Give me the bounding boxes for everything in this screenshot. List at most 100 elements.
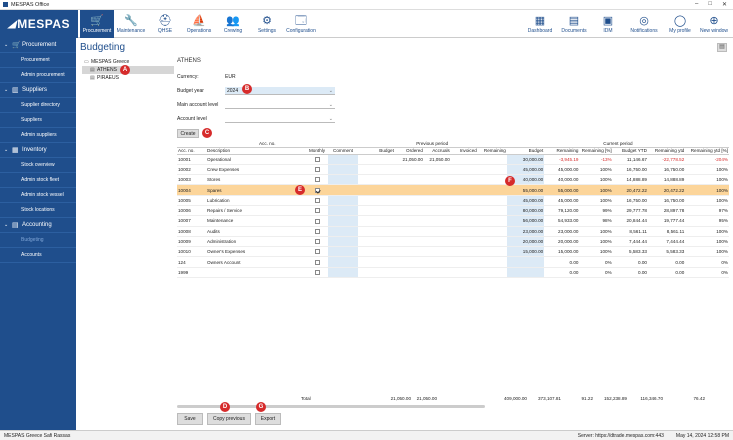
column-header-remaining-ytd[interactable]: Remaining ytd [647,147,686,155]
sidebar-item-admin-stock-vessel[interactable]: Admin stock vessel [0,188,76,203]
table-row[interactable]: 10008 Audits 23,000.00 23,000.00 100% 8,561.1… [177,226,729,237]
sidebar-item-suppliers[interactable]: Suppliers [0,113,76,128]
cell-monthly[interactable] [305,215,329,227]
module-idm[interactable]: ▣ IDM [591,10,625,38]
column-header-remaining-ytd[interactable]: Remaining ytd [%] [685,147,729,155]
maximize-icon[interactable]: □ [708,1,712,7]
sidebar-group-accounting[interactable]: ⌄ ▤ Accounting [0,218,76,233]
cell-comment[interactable] [328,267,358,279]
sidebar-item-stock-locations[interactable]: Stock locations [0,203,76,218]
sidebar-group-suppliers[interactable]: ⌄ ▥ Suppliers [0,83,76,98]
column-header-description[interactable]: Description [206,147,306,155]
cell-comment[interactable] [328,205,358,217]
table-row[interactable]: 10006 Repairs / Service 80,000.00 79,120.00… [177,205,729,217]
cell-comment[interactable] [328,256,358,268]
module-crewing[interactable]: 👥 Crewing [216,10,250,38]
sidebar-item-admin-suppliers[interactable]: Admin suppliers [0,128,76,143]
sidebar-item-budgeting[interactable]: Budgeting [0,233,76,248]
sidebar-item-admin-procurement[interactable]: Admin procurement [0,68,76,83]
module-procurement[interactable]: 🛒 Procurement [80,10,114,38]
cell-monthly[interactable] [305,246,329,258]
monthly-checkbox[interactable] [314,239,320,245]
cell-monthly[interactable] [305,154,329,165]
monthly-checkbox[interactable] [314,259,320,265]
table-row[interactable]: 10005 Lubrication 45,000.00 45,000.00 100% 16… [177,195,729,206]
main-account-select[interactable]: ⌄ [225,101,335,109]
column-header-acc-no[interactable]: Acc. no. [177,147,207,155]
sidebar-item-accounts[interactable]: Accounts [0,248,76,263]
cell-comment[interactable] [328,184,358,196]
tree-root[interactable]: ▭ MESPAS Greece [84,59,130,65]
monthly-checkbox[interactable] [314,208,320,214]
module-documents[interactable]: ▤ Documents [557,10,591,38]
cell-monthly[interactable] [305,164,329,176]
sidebar-item-stock-overview[interactable]: Stock overview [0,158,76,173]
table-row[interactable]: 10003 Stores 40,000.00 40,000.00 100% 14,888.… [177,174,729,186]
cell-comment[interactable] [328,226,358,237]
cell-comment[interactable] [328,246,358,258]
column-header-budget-ytd[interactable]: Budget YTD [612,147,648,155]
table-row[interactable]: 10004 Spares 55,000.00 55,000.00 100% 20,472.… [177,184,729,196]
sidebar-item-procurement[interactable]: Procurement [0,53,76,68]
column-header-remaining[interactable]: Remaining [%] [579,147,613,155]
module-operations[interactable]: ⛵ Operations [182,10,216,38]
table-row[interactable]: 124 Owners Account 0.00 0% 0.00 0.00 0% [177,256,729,268]
module-my-profile[interactable]: ◯ My profile [663,10,697,38]
module-notifications[interactable]: ◎ Notifications [625,10,663,38]
monthly-checkbox[interactable] [314,167,320,173]
monthly-checkbox[interactable] [314,187,320,193]
cell-monthly[interactable] [305,205,329,217]
tree-item-piraeus[interactable]: ▤ PIRAEUS [90,75,119,81]
module-maintenance[interactable]: 🔧 Maintenance [114,10,148,38]
table-row[interactable]: 10002 Crew Expenses 45,000.00 45,000.00 100%… [177,164,729,176]
table-row[interactable]: 10009 Administration 20,000.00 20,000.00 100… [177,236,729,248]
monthly-checkbox[interactable] [314,218,320,224]
budget-year-select[interactable]: 2024 ⌄ [225,87,335,95]
monthly-checkbox[interactable] [314,270,320,276]
sidebar-group-inventory[interactable]: ⌄ ▦ Inventory [0,143,76,158]
copy-previous-button[interactable]: Copy previous [207,413,251,425]
sidebar-item-admin-stock-fleet[interactable]: Admin stock fleet [0,173,76,188]
column-header-accruals[interactable]: Accruals [423,147,451,155]
table-row[interactable]: 10007 Maintenance 56,000.00 54,933.00 98% 20,… [177,215,729,227]
cell-monthly[interactable] [305,226,329,237]
table-row[interactable]: 10001 Operational 21,050.00 21,050.00 30,000… [177,154,729,165]
module-settings[interactable]: ⚙ Settings [250,10,284,38]
minimize-icon[interactable]: – [695,1,699,7]
column-header-budget[interactable]: Budget [357,147,395,155]
cell-comment[interactable] [328,215,358,227]
module-new-window[interactable]: ⊕ New window [697,10,731,38]
column-header-ordered[interactable]: Ordered [394,147,424,155]
account-level-select[interactable]: ⌄ [225,115,335,123]
table-row[interactable]: 10010 Owner's Expenses 15,000.00 15,000.00 1… [177,246,729,258]
monthly-checkbox[interactable] [314,177,320,183]
monthly-checkbox[interactable] [314,228,320,234]
monthly-checkbox[interactable] [314,249,320,255]
save-button[interactable]: Save [177,413,203,425]
module-qhse[interactable]: ⛑ QHSE [148,10,182,38]
cell-comment[interactable] [328,174,358,186]
column-header-budget[interactable]: Budget [506,147,545,155]
module-configuration[interactable]: 🗔 Configuration [284,10,318,38]
close-icon[interactable]: ✕ [721,2,727,8]
table-row[interactable]: 1999 0.00 0% 0.00 0.00 0% [177,267,729,279]
cell-monthly[interactable] [305,195,329,206]
sidebar-group-procurement[interactable]: ⌄ 🛒 Procurement [0,38,76,53]
monthly-checkbox[interactable] [314,197,320,203]
create-button[interactable]: Create [177,129,199,138]
export-button[interactable]: Export [254,413,281,425]
cell-comment[interactable] [328,236,358,248]
cell-monthly[interactable] [305,174,329,186]
column-header-monthly[interactable]: Monthly [305,147,329,155]
module-dashboard[interactable]: ▦ Dashboard [523,10,557,38]
print-button[interactable]: ▤ [717,43,727,52]
column-header-comment[interactable]: Comment [328,147,358,155]
column-header-remaining[interactable]: Remaining [477,147,507,155]
cell-monthly[interactable] [305,184,329,196]
cell-comment[interactable] [328,154,358,165]
cell-monthly[interactable] [305,256,329,268]
horizontal-scrollbar[interactable] [177,405,485,408]
cell-comment[interactable] [328,195,358,206]
monthly-checkbox[interactable] [314,156,320,162]
column-header-invoiced[interactable]: Invoiced [450,147,478,155]
